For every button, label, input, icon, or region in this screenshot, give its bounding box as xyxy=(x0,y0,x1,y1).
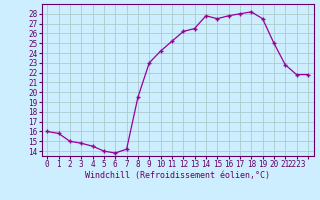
X-axis label: Windchill (Refroidissement éolien,°C): Windchill (Refroidissement éolien,°C) xyxy=(85,171,270,180)
